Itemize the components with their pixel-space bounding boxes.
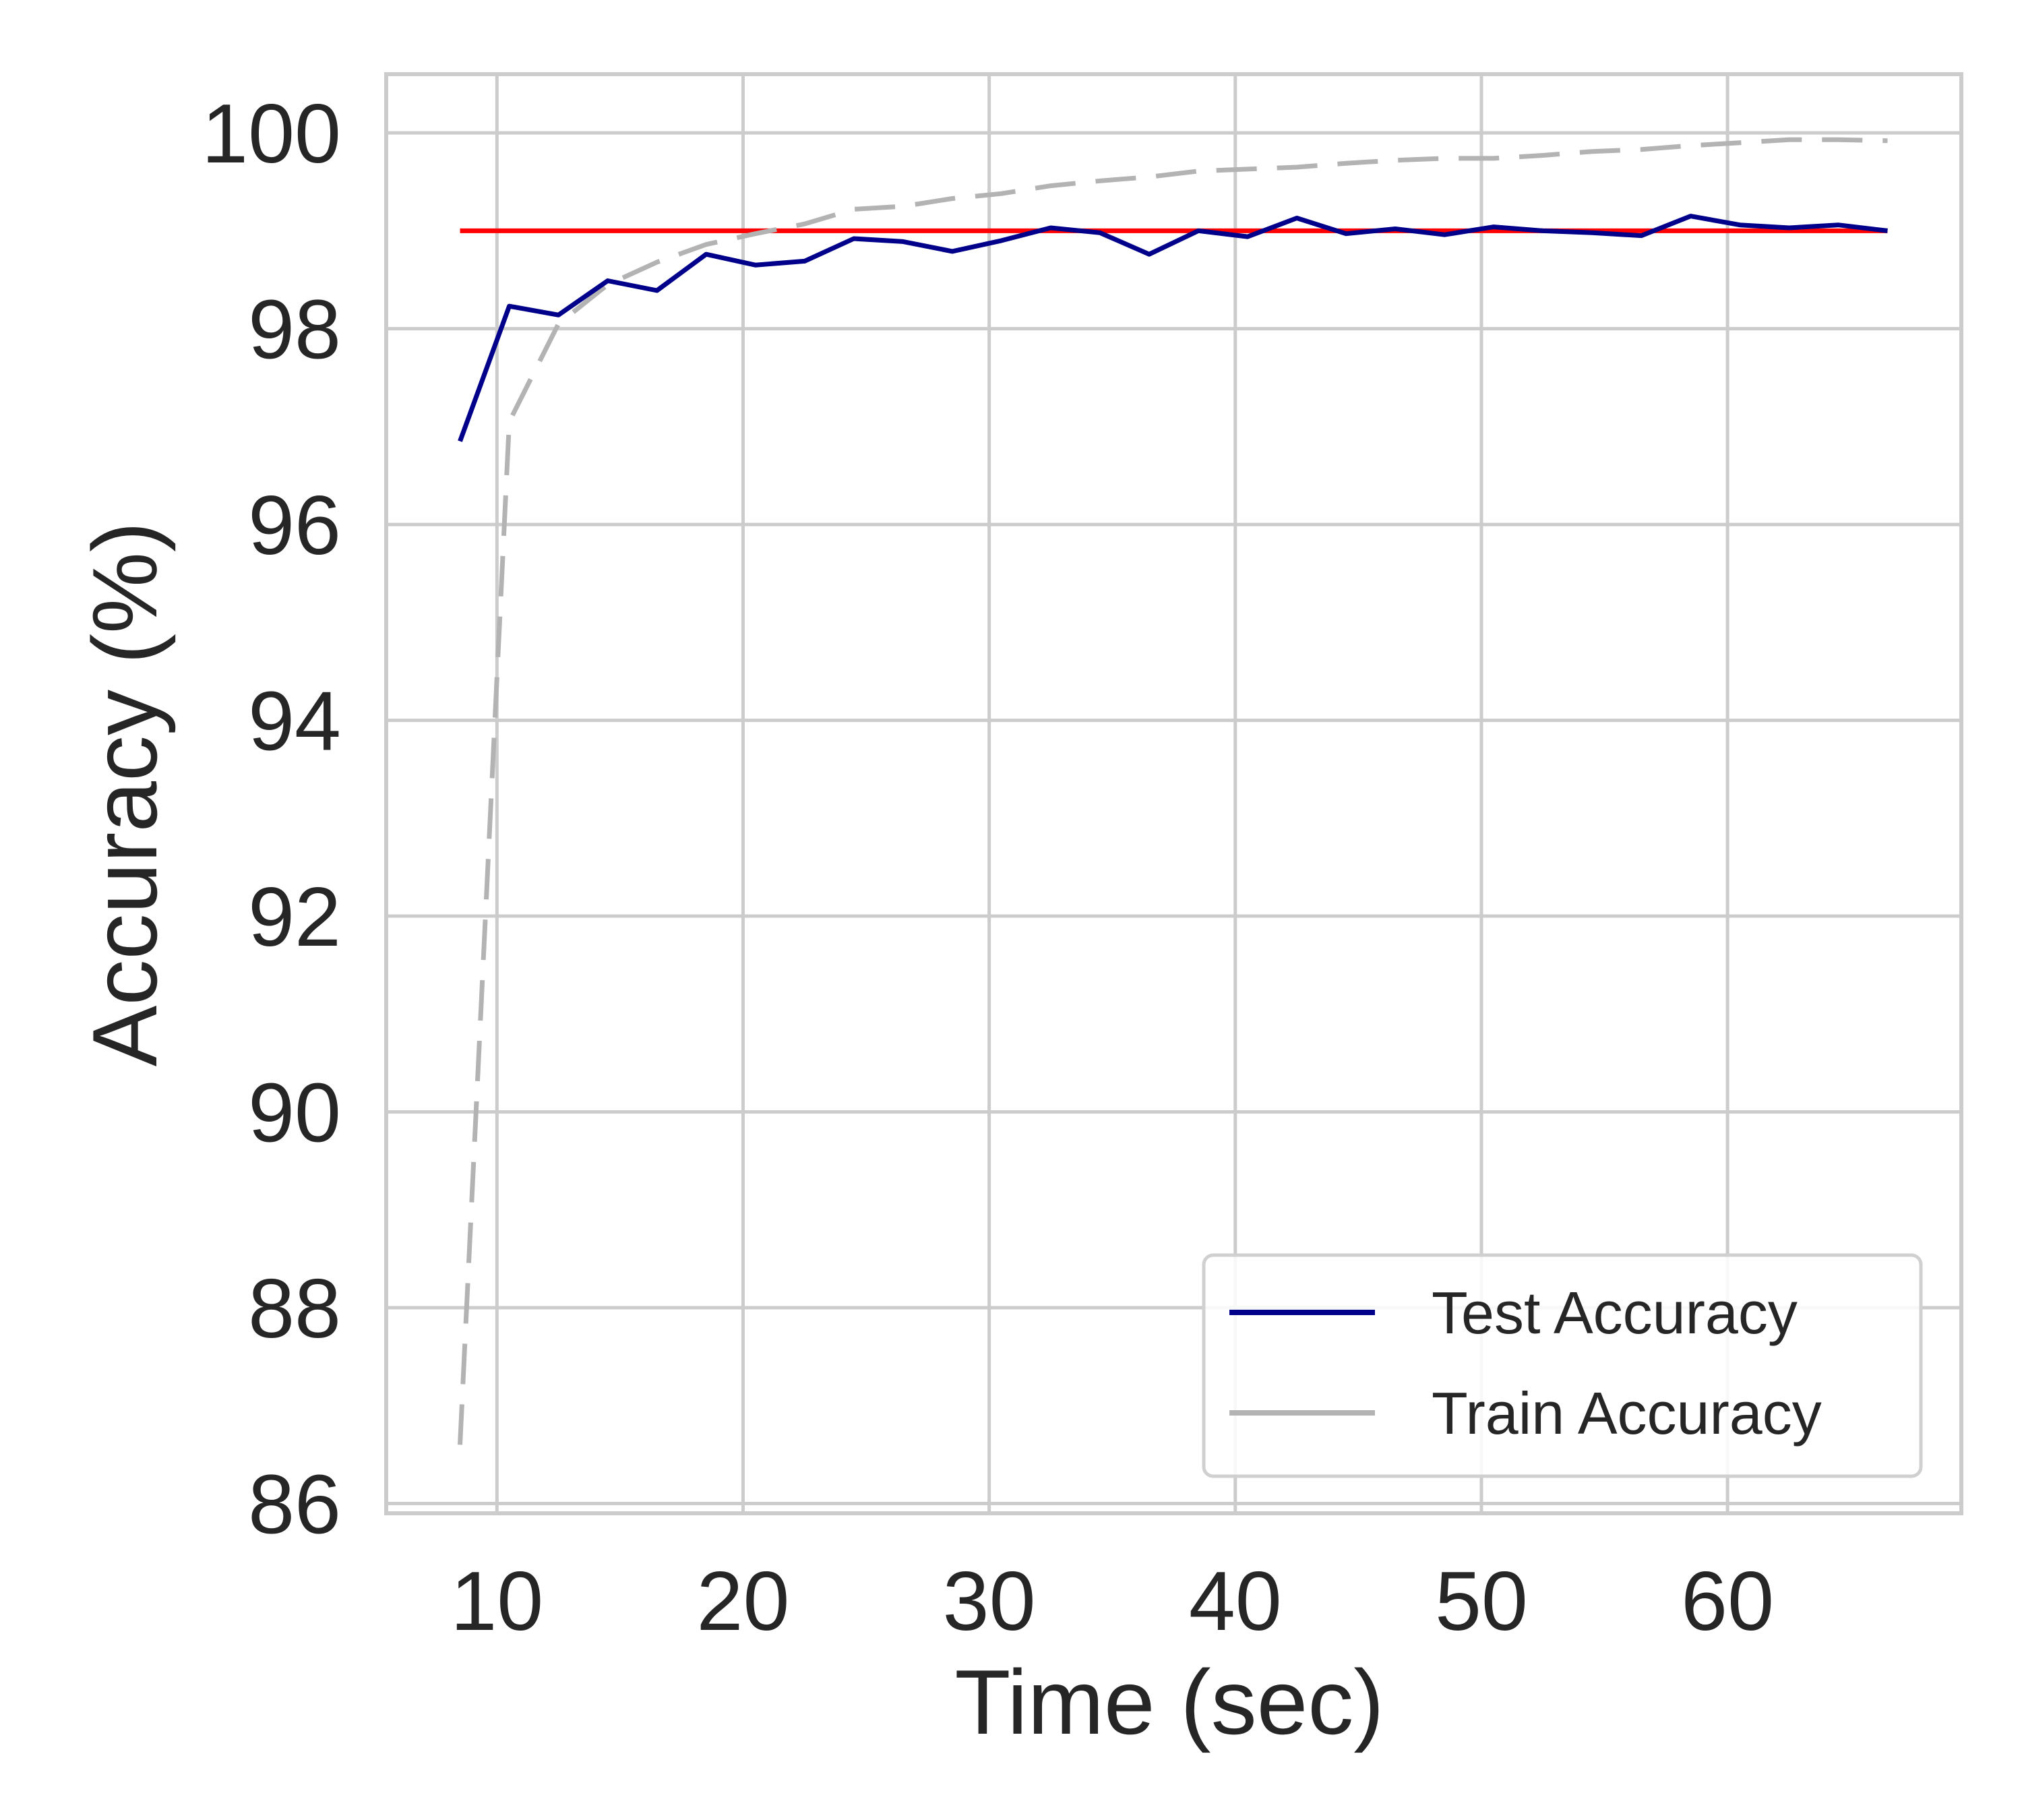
x-tick-label: 20 [697,1555,790,1648]
x-tick-label: 60 [1681,1555,1774,1648]
y-tick-label: 92 [248,871,341,964]
y-tick-label: 98 [248,284,341,377]
x-axis-title: Time (sec) [954,1651,1384,1753]
y-tick-label: 90 [248,1067,341,1160]
y-tick-labels: 86 88 90 92 94 96 98 100 [202,88,341,1551]
test-accuracy-line [458,214,1888,442]
x-tick-label: 30 [943,1555,1036,1648]
legend: Test Accuracy Train Accuracy [1202,1253,1923,1478]
y-tick-label: 94 [248,675,341,768]
series-layer [458,137,1888,1445]
x-tick-label: 10 [450,1555,543,1648]
plot-frame [384,72,1963,1515]
y-tick-label: 88 [248,1263,341,1356]
grid [386,74,1961,1513]
train-accuracy-line [458,137,1888,1445]
y-axis-title: Accuracy (%) [73,522,176,1067]
legend-train-label: Train Accuracy [1432,1380,1822,1447]
y-tick-label: 86 [248,1458,341,1551]
x-tick-label: 40 [1189,1555,1282,1648]
legend-box [1202,1253,1923,1478]
legend-test-label: Test Accuracy [1432,1279,1798,1346]
y-tick-label: 100 [202,88,341,181]
x-tick-label: 50 [1435,1555,1528,1648]
y-tick-label: 96 [248,479,341,572]
x-tick-labels: 10 20 30 40 50 60 [450,1555,1774,1648]
